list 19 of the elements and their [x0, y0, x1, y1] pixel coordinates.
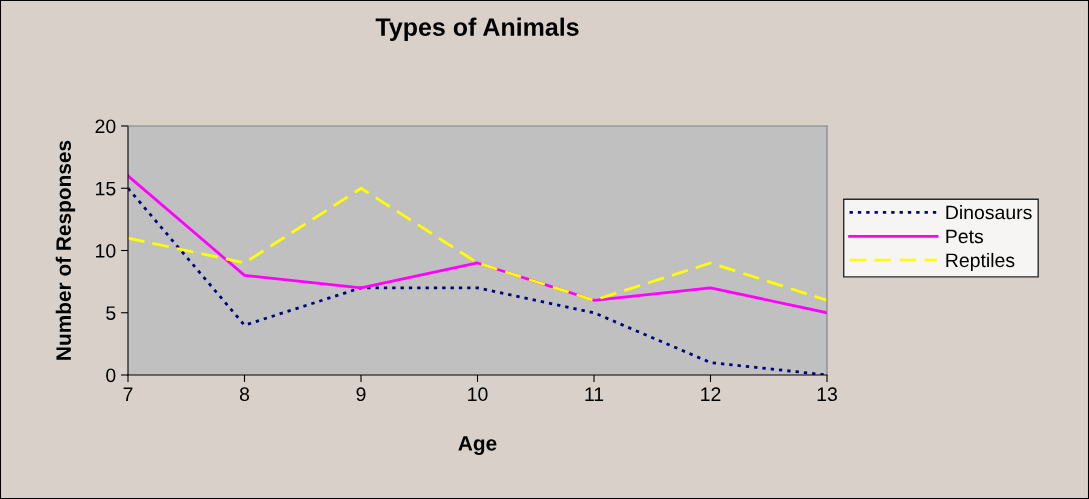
x-tick-label: 8	[239, 387, 250, 402]
y-axis-title: Number of Responses	[55, 140, 76, 360]
x-axis-title: Age	[458, 436, 497, 455]
y-tick-label: 0	[106, 368, 116, 383]
x-tick-label: 9	[356, 387, 366, 402]
y-tick-label: 15	[96, 181, 116, 196]
x-tick-label: 7	[123, 387, 133, 401]
y-tick-label: 5	[106, 306, 116, 320]
y-tick-label: 10	[96, 243, 116, 258]
x-tick-label: 12	[701, 387, 721, 401]
x-tick-label: 10	[468, 387, 488, 402]
x-tick-label: 11	[585, 387, 604, 401]
legend-label: Pets	[946, 229, 984, 244]
legend-label: Reptiles	[946, 252, 1015, 272]
y-tick-label: 20	[95, 119, 116, 134]
x-tick-label: 13	[817, 387, 837, 402]
chart-title: Types of Animals	[375, 17, 579, 41]
line-series	[128, 186, 827, 302]
legend-label: Dinosaurs	[946, 205, 1032, 220]
